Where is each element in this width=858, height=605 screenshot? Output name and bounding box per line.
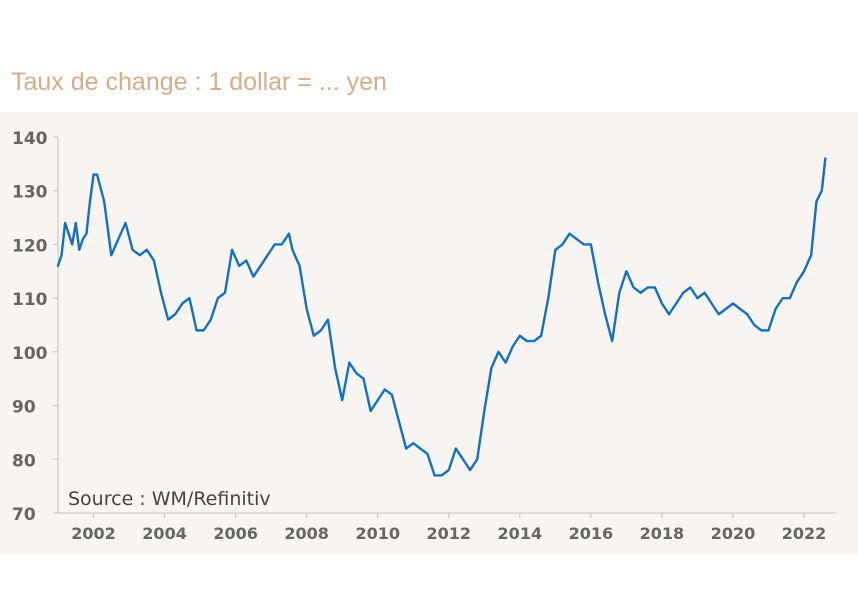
x-tick-label: 2008 [284, 524, 329, 543]
x-tick-label: 2004 [142, 524, 187, 543]
x-tick-label: 2010 [355, 524, 400, 543]
y-tick-label: 100 [12, 344, 48, 364]
source-label: Source : WM/Refinitiv [68, 488, 271, 510]
y-tick-label: 90 [12, 398, 36, 418]
series-line-usd-jpy [56, 157, 827, 477]
x-tick-label: 2016 [569, 524, 614, 543]
y-tick-label: 70 [12, 505, 36, 525]
x-tick-label: 2002 [71, 524, 116, 543]
axes-group [57, 137, 836, 514]
y-tick-label: 120 [12, 236, 48, 256]
x-tick-label: 2020 [711, 524, 756, 543]
series-group [56, 157, 827, 477]
y-tick-label: 80 [12, 451, 36, 471]
x-tick-label: 2018 [640, 524, 685, 543]
x-tick-label: 2006 [213, 524, 258, 543]
tick-group: 70 80 90 100 110 120 130 140 2002 2004 2006 2008 201… [12, 129, 826, 543]
x-tick-label: 2012 [427, 524, 472, 543]
y-tick-label: 130 [12, 183, 48, 203]
chart-title: Taux de change : 1 dollar = ... yen [11, 68, 387, 96]
y-tick-label: 140 [12, 129, 48, 149]
x-tick-label: 2022 [782, 524, 827, 543]
x-tick-label: 2014 [498, 524, 543, 543]
y-tick-label: 110 [12, 290, 48, 310]
plot-area [0, 112, 858, 554]
